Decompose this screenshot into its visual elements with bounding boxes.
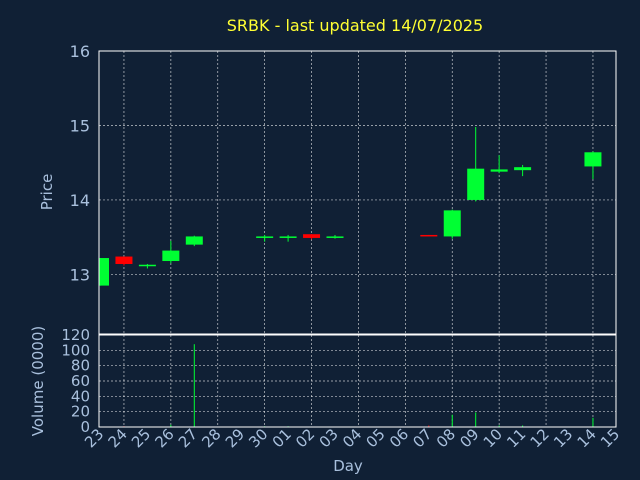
x-tick-label: 08 [433, 425, 459, 451]
volume-tick-label: 80 [71, 357, 90, 375]
x-tick-label: 14 [574, 425, 600, 451]
x-tick-label: 28 [198, 425, 224, 451]
candle-body [420, 234, 438, 237]
price-y-ticks: 13 14 15 16 [70, 42, 90, 284]
volume-bars [123, 344, 594, 427]
price-axis-label: Price [38, 174, 56, 211]
price-panel-frame [98, 50, 617, 335]
candles [99, 126, 602, 286]
x-tick-label: 07 [409, 425, 435, 451]
x-tick-label: 10 [480, 425, 506, 451]
price-tick-label: 13 [70, 265, 90, 284]
x-tick-label: 29 [222, 425, 248, 451]
candle-body [138, 264, 156, 267]
candle-body [443, 210, 461, 237]
volume-tick-label: 60 [71, 372, 90, 390]
volume-tick-label: 40 [71, 387, 90, 405]
candle-body [490, 169, 508, 172]
x-tick-label: 15 [597, 425, 623, 451]
x-axis-label: Day [333, 457, 363, 475]
x-tick-label: 05 [362, 425, 388, 451]
volume-tick-label: 20 [71, 403, 90, 421]
candle-body [256, 236, 274, 238]
x-tick-label: 27 [175, 425, 201, 451]
candle-body [514, 167, 532, 171]
x-tick-label: 11 [503, 425, 529, 451]
x-tick-label: 26 [151, 425, 177, 451]
price-tick-label: 16 [70, 42, 90, 61]
x-tick-label: 12 [527, 425, 553, 451]
volume-tick-label: 0 [80, 418, 90, 436]
x-tick-label: 04 [339, 425, 365, 451]
x-tick-label: 30 [245, 425, 271, 451]
volume-tick-label: 120 [61, 326, 90, 344]
volume-axis-label: Volume (0000) [29, 326, 47, 436]
candle-body [467, 168, 485, 200]
x-tick-label: 24 [105, 425, 131, 451]
volume-tick-label: 100 [61, 341, 90, 359]
candle-body [185, 236, 203, 245]
x-tick-label: 25 [128, 425, 154, 451]
volume-panel-frame [98, 334, 617, 428]
x-tick-label: 02 [292, 425, 318, 451]
chart-title: SRBK - last updated 14/07/2025 [227, 16, 483, 35]
candle-body [162, 250, 180, 262]
x-tick-label: 01 [269, 425, 295, 451]
x-tick-label: 06 [386, 425, 412, 451]
x-tick-label: 09 [456, 425, 482, 451]
candle-body [99, 258, 109, 286]
x-tick-label: 13 [550, 425, 576, 451]
price-grid [99, 50, 616, 334]
price-tick-label: 14 [70, 191, 90, 210]
candle-body [279, 236, 297, 238]
price-tick-label: 15 [70, 116, 90, 135]
candle-body [584, 152, 602, 167]
candle-body [326, 236, 344, 238]
x-tick-label: 03 [316, 425, 342, 451]
candle-body [303, 234, 321, 238]
x-ticks: 2324252627282930010203040506070809101112… [81, 425, 623, 451]
volume-grid [99, 334, 616, 428]
candle-body [115, 256, 133, 264]
